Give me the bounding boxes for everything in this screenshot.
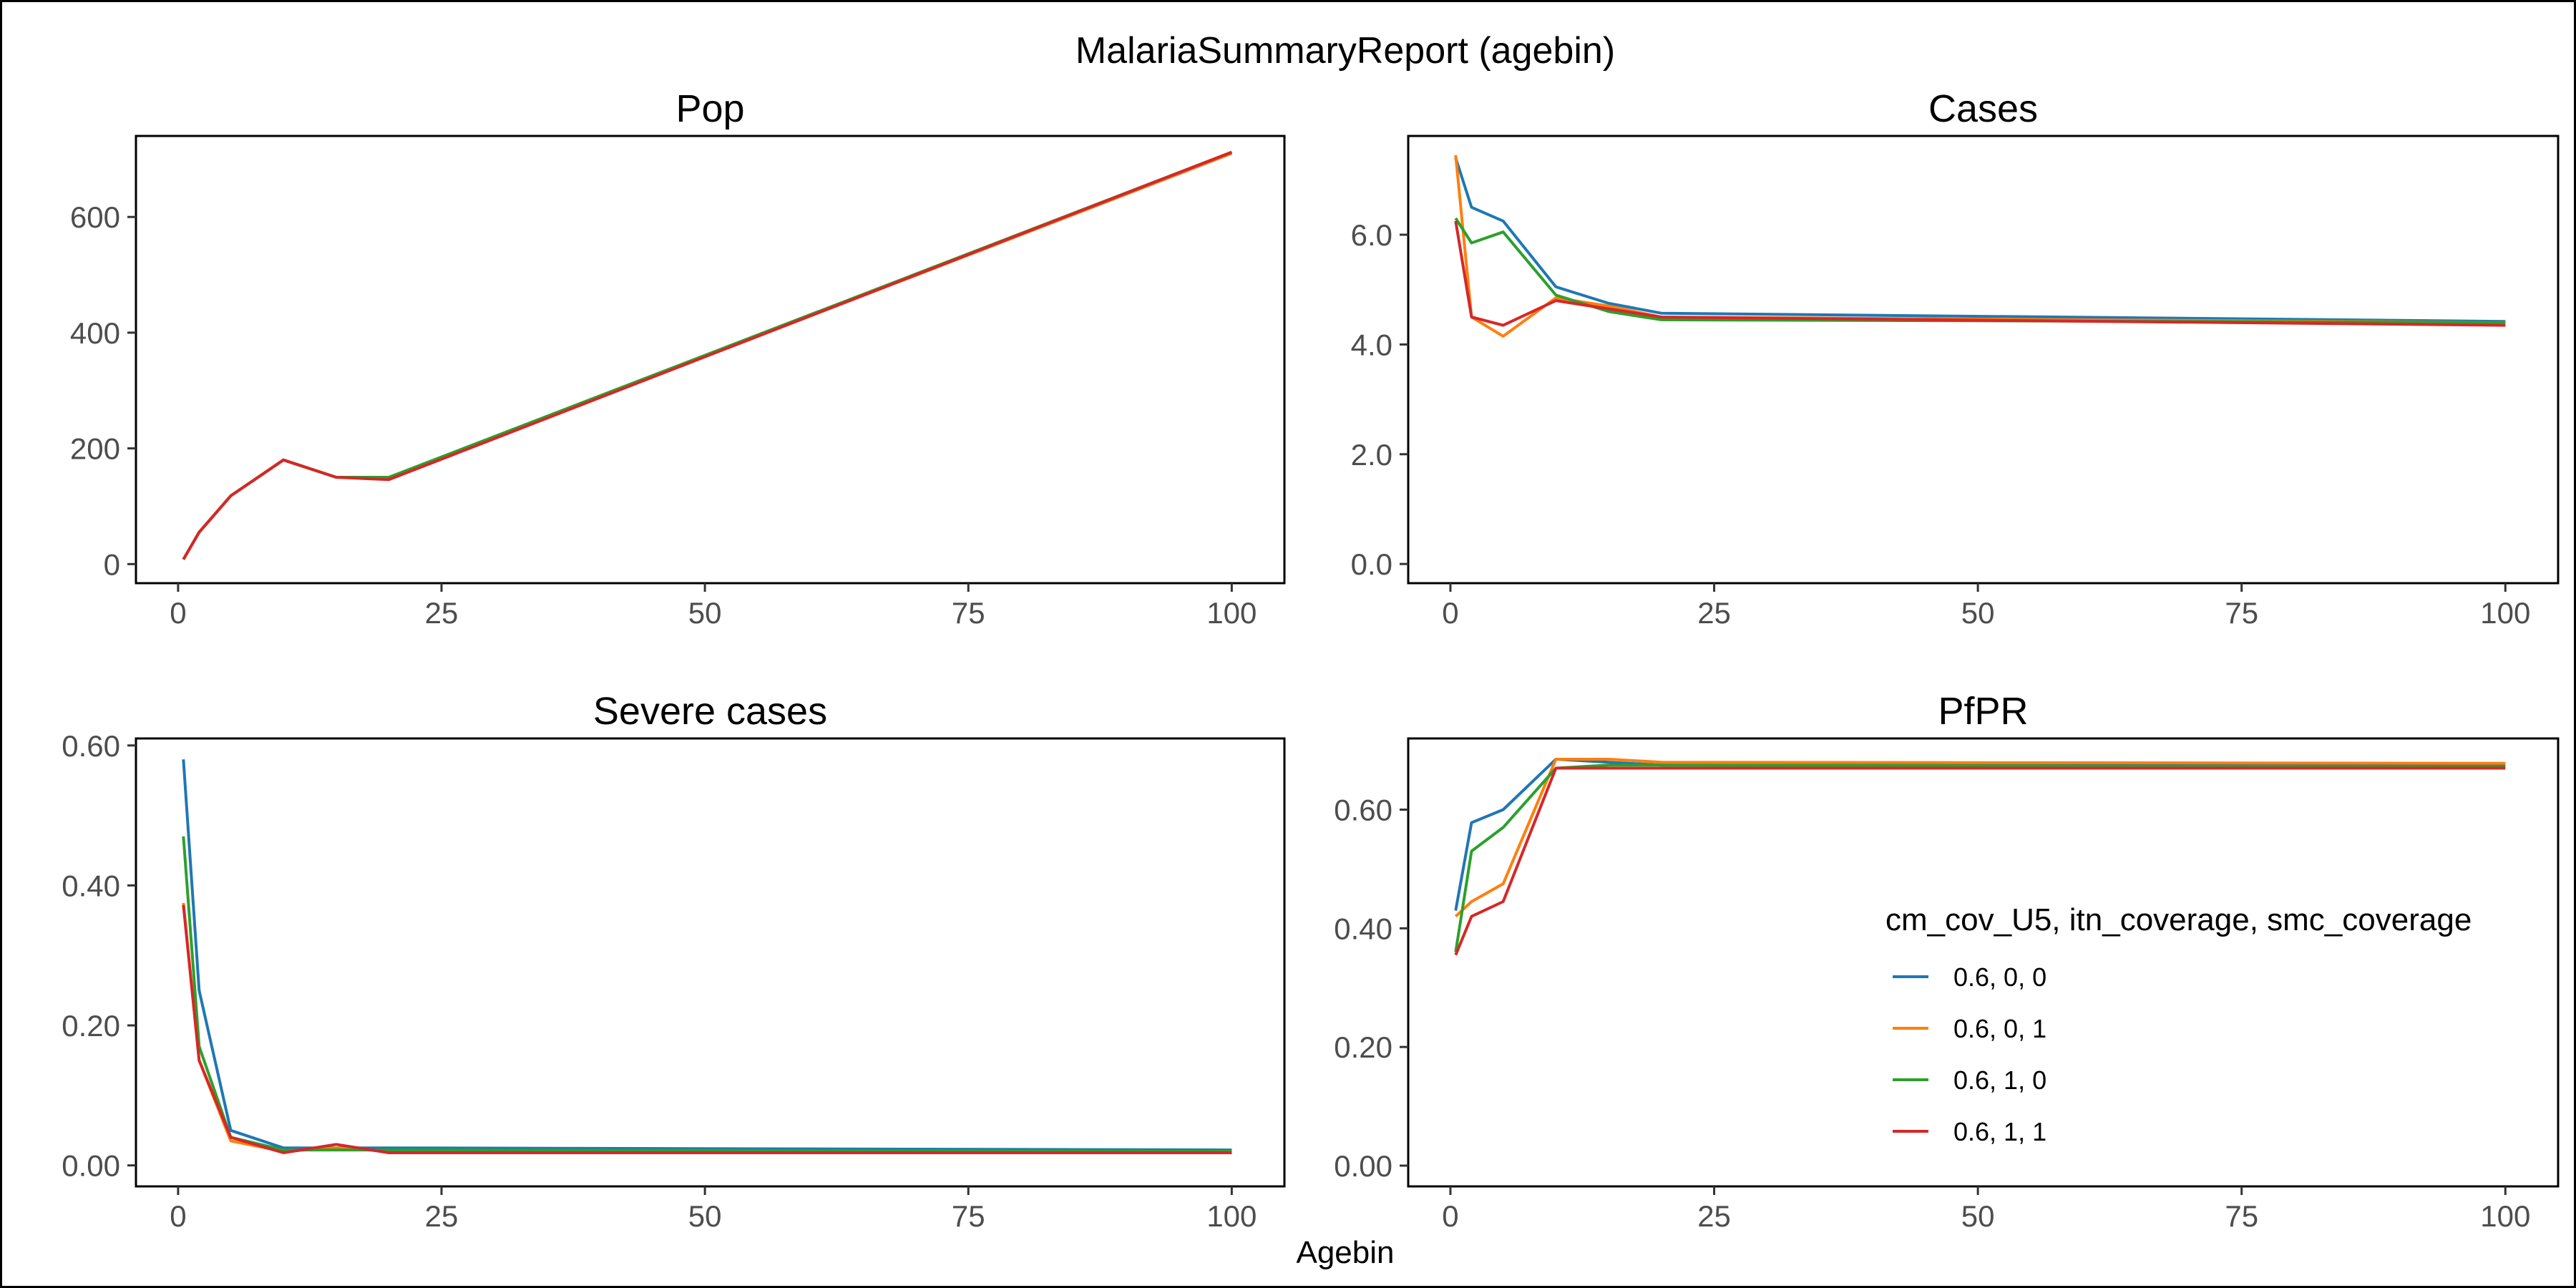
x-axis-label: Agebin [1296,1235,1394,1270]
y-tick-label-cases-4-0: 4.0 [1351,328,1392,361]
y-tick-label-severe-cases-0-60: 0.60 [62,729,120,763]
series-line-severe-cases-0-6-1-1 [182,904,1232,1154]
figure-title: MalariaSummaryReport (agebin) [1075,30,1615,72]
x-tick-label-pop-100: 100 [1206,596,1257,630]
y-tick-label-pfpr-0-20: 0.20 [1334,1030,1392,1064]
series-line-severe-cases-0-6-0-0 [182,759,1232,1152]
legend-entry-0-6-0-1: 0.6, 0, 1 [1953,1014,2046,1043]
series-line-cases-0-6-1-1 [1454,220,2506,327]
legend-entry-0-6-0-0: 0.6, 0, 0 [1953,962,2046,992]
y-tick-label-pop-0: 0 [104,547,120,581]
x-tick-label-pfpr-75: 75 [2225,1199,2258,1233]
plot-frame-severe-cases [135,737,1286,1188]
y-tick-label-severe-cases-0-20: 0.20 [62,1009,120,1043]
y-tick-label-pfpr-0-00: 0.00 [1334,1149,1392,1183]
x-tick-label-pfpr-25: 25 [1697,1199,1731,1233]
x-tick-label-cases-50: 50 [1961,596,1995,630]
x-tick-label-cases-100: 100 [2480,596,2530,630]
x-tick-label-cases-25: 25 [1697,596,1731,630]
legend-title: cm_cov_U5, itn_coverage, smc_coverage [1885,902,2472,937]
x-tick-label-cases-0: 0 [1442,596,1458,630]
plot-frame-pfpr [1407,737,2560,1188]
x-tick-label-pop-75: 75 [952,596,985,630]
x-tick-label-pop-50: 50 [688,596,722,630]
panel-title-pop: Pop [675,87,744,130]
y-tick-label-cases-0-0: 0.0 [1351,547,1392,581]
plot-frame-cases [1407,135,2560,585]
y-tick-label-pfpr-0-60: 0.60 [1334,793,1392,826]
series-line-pfpr-0-6-1-1 [1454,766,2506,956]
x-tick-label-pop-0: 0 [170,596,186,630]
series-line-pfpr-0-6-0-1 [1454,758,2506,918]
x-tick-label-severe-cases-100: 100 [1206,1199,1257,1233]
panel-title-pfpr: PfPR [1938,690,2028,733]
panel-pop: Pop 0 25 50 75 100 0 200 400 600 [70,87,1286,630]
legend-entry-0-6-1-0: 0.6, 1, 0 [1953,1065,2046,1095]
x-tick-label-pfpr-0: 0 [1442,1199,1458,1233]
x-tick-label-severe-cases-0: 0 [170,1199,186,1233]
y-tick-label-pop-600: 600 [70,200,120,234]
y-tick-label-pfpr-0-40: 0.40 [1334,912,1392,945]
series-line-cases-0-6-1-0 [1454,217,2506,324]
x-tick-label-severe-cases-75: 75 [952,1199,985,1233]
plot-frame-pop [135,135,1286,585]
legend-entry-0-6-1-1: 0.6, 1, 1 [1953,1117,2046,1146]
y-tick-label-severe-cases-0-00: 0.00 [62,1149,120,1183]
legend: cm_cov_U5, itn_coverage, smc_coverage 0.6… [1885,902,2472,1146]
x-tick-label-pfpr-100: 100 [2480,1199,2530,1233]
y-tick-label-pop-200: 200 [70,432,120,466]
y-tick-label-cases-6-0: 6.0 [1351,218,1392,252]
panel-cases: Cases 0 25 50 75 100 0.0 2.0 4.0 6.0 [1351,87,2560,630]
panel-title-cases: Cases [1928,87,2038,130]
y-tick-label-pop-400: 400 [70,316,120,350]
x-tick-label-pop-25: 25 [425,596,459,630]
x-tick-label-severe-cases-25: 25 [425,1199,459,1233]
x-tick-label-pfpr-50: 50 [1961,1199,1995,1233]
panel-pfpr: PfPR 0 25 50 75 100 0.00 0.20 0.40 0.60 [1334,690,2560,1233]
y-tick-label-severe-cases-0-40: 0.40 [62,869,120,902]
panel-severe-cases: Severe cases 0 25 50 75 100 0.00 0.20 0.40 0.60 [62,690,1286,1233]
y-tick-label-cases-2-0: 2.0 [1351,438,1392,472]
series-line-pop-0-6-1-1 [182,150,1233,560]
panels-group: Pop 0 25 50 75 100 0 200 400 600 Cases 0 25 50 75 100 0.… [62,87,2560,1233]
x-tick-label-cases-75: 75 [2225,596,2258,630]
series-line-cases-0-6-0-0 [1454,157,2506,323]
x-tick-label-severe-cases-50: 50 [688,1199,722,1233]
panel-title-severe-cases: Severe cases [593,690,827,733]
